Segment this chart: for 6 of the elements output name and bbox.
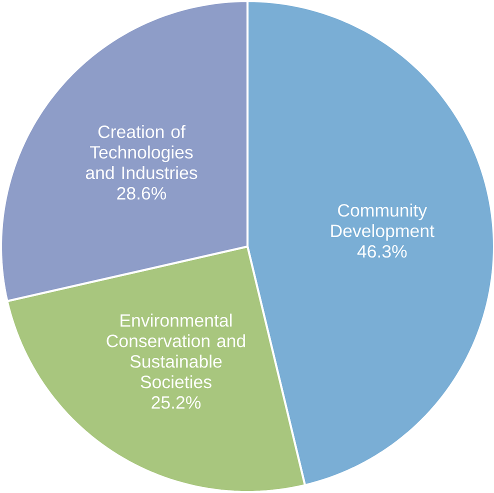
data-label: 28.6% [117,187,166,200]
slice-label: Creation of Technologies and Industries [86,125,198,180]
data-label: 25.2% [152,396,201,409]
slice-label: Community Development [331,204,434,241]
data-label: 46.3% [357,245,407,258]
slice-label: Environmental Conservation and Sustainable Societies [106,314,245,388]
